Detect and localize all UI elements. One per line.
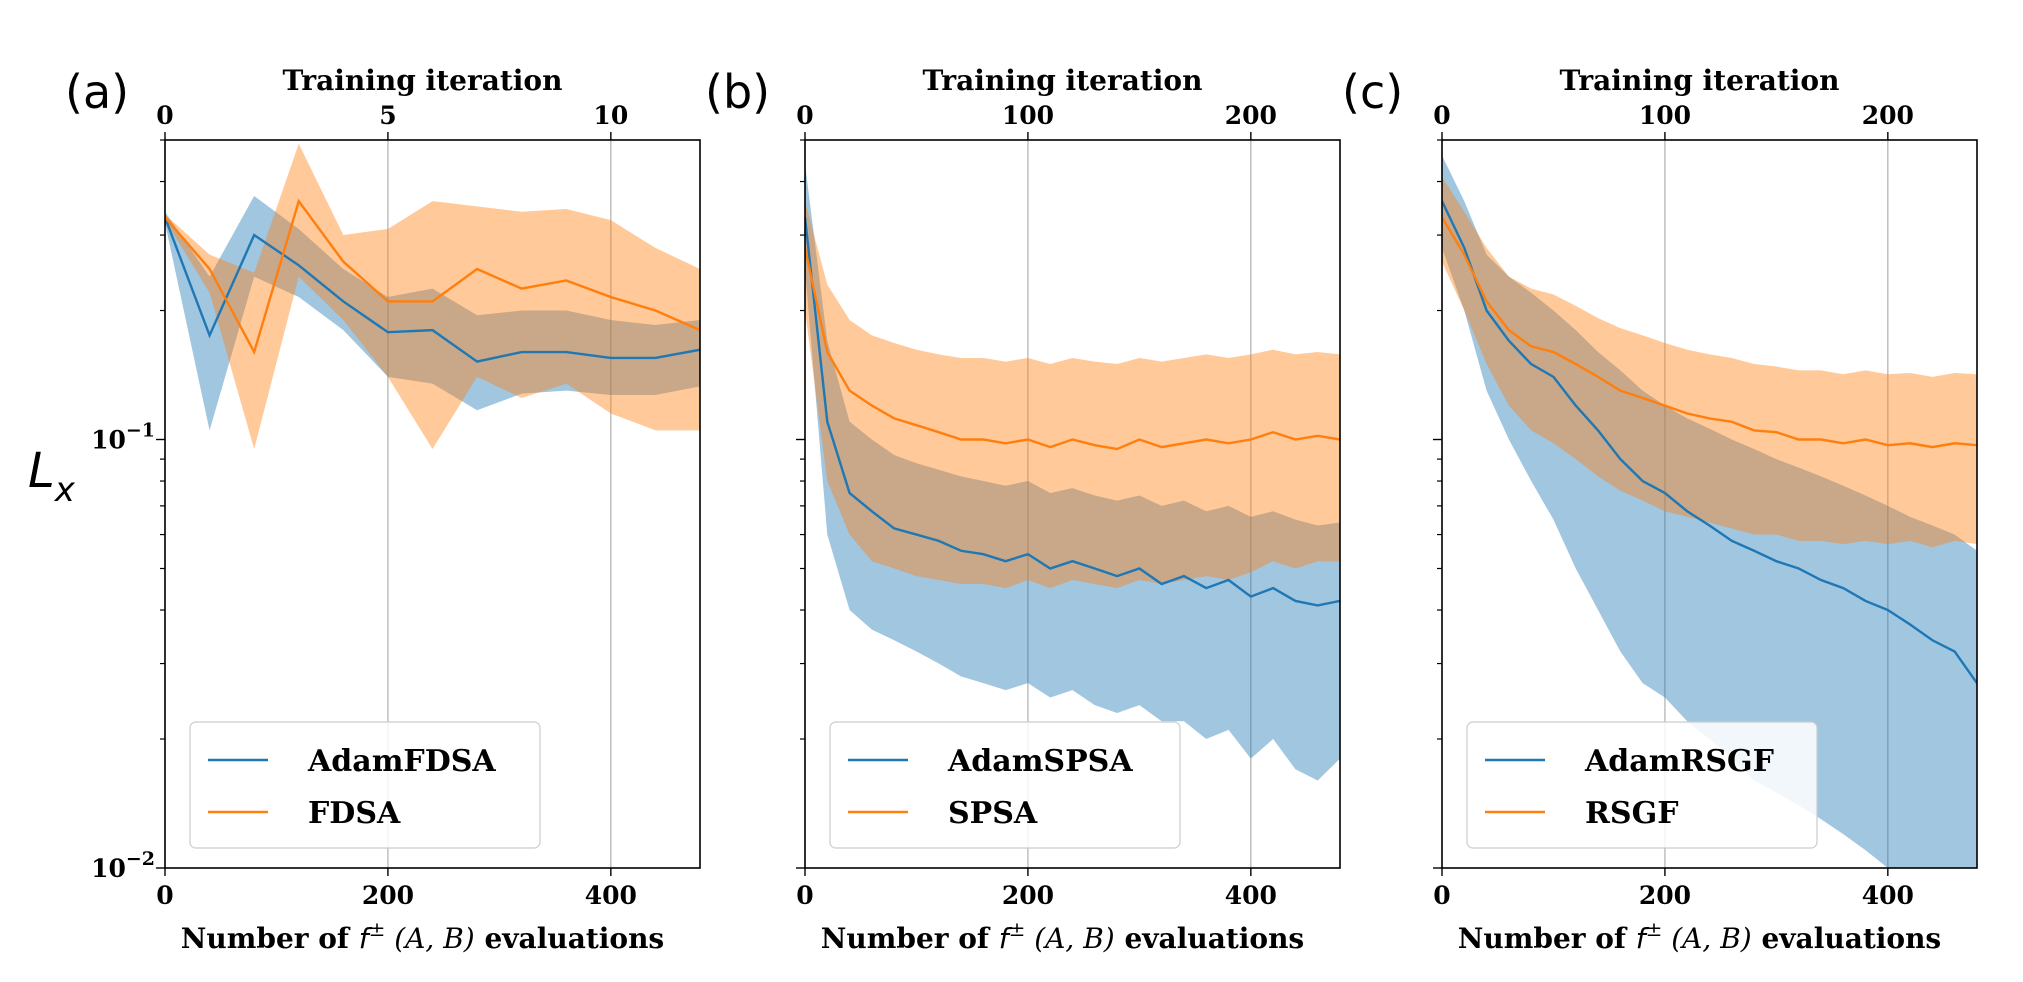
legend-label: FDSA	[308, 796, 401, 831]
legend-label: SPSA	[948, 796, 1038, 831]
plot-frame	[1441, 139, 1978, 869]
y-tick-label: 10−1	[91, 420, 155, 455]
x-tick-label: 200	[1002, 881, 1054, 910]
x-tick-label: 200	[1639, 881, 1691, 910]
top-x-axis-title: Training iteration	[283, 64, 563, 97]
plot-area	[1442, 155, 1977, 868]
panel-2: 0 200 400 0 100 200 Training iteration Number o…	[705, 64, 1341, 955]
top-x-tick-label: 100	[1639, 101, 1691, 130]
top-x-tick-label: 200	[1225, 101, 1277, 130]
x-axis-title: Number of f± (A, B) evaluations	[1458, 917, 1941, 955]
top-x-axis-title: Training iteration	[1560, 64, 1840, 97]
plot-area	[805, 163, 1340, 781]
line-spsa	[805, 247, 1340, 451]
x-tick-label: 400	[1862, 881, 1914, 910]
x-axis-title: Number of f± (A, B) evaluations	[821, 917, 1304, 955]
panel-3: 0 200 400 0 100 200 Training iteration Number o…	[1342, 64, 1978, 955]
x-tick-label: 400	[585, 881, 637, 910]
band-adamspsa	[805, 163, 1340, 781]
panel-1: 0 200 400 0 5 10 Training iteration Number of f…	[65, 64, 701, 955]
band-spsa	[805, 201, 1340, 589]
top-x-tick-label: 100	[1002, 101, 1054, 130]
legend-label: AdamFDSA	[307, 744, 496, 779]
line-rsgf	[1442, 216, 1977, 449]
line-adamspsa	[805, 217, 1340, 607]
panel-label: (a)	[65, 65, 129, 119]
line-adamfdsa	[165, 216, 700, 363]
band-adamrsgf	[1442, 155, 1977, 868]
top-x-axis-title: Training iteration	[923, 64, 1203, 97]
y-axis-label: Lx	[28, 443, 76, 510]
band-rsgf	[1442, 176, 1977, 548]
x-tick-label: 200	[362, 881, 414, 910]
legend	[1466, 721, 1818, 849]
band-adamfdsa	[165, 196, 700, 431]
band-fdsa	[165, 143, 700, 450]
legend-label: AdamSPSA	[947, 744, 1133, 779]
plot-frame	[804, 139, 1341, 869]
top-x-tick-label: 10	[593, 101, 628, 130]
panel-label: (b)	[705, 65, 770, 119]
top-x-tick-label: 200	[1862, 101, 1914, 130]
top-x-tick-label: 0	[156, 101, 173, 130]
x-tick-label: 0	[796, 881, 813, 910]
top-x-tick-label: 0	[796, 101, 813, 130]
legend-label: RSGF	[1585, 796, 1679, 831]
legend	[189, 721, 541, 849]
x-tick-label: 0	[156, 881, 173, 910]
legend-label: AdamRSGF	[1584, 744, 1774, 779]
panel-label: (c)	[1342, 65, 1403, 119]
y-tick-label: 10−2	[91, 848, 155, 883]
top-x-tick-label: 5	[379, 101, 396, 130]
legend	[829, 721, 1181, 849]
x-axis-title: Number of f± (A, B) evaluations	[181, 917, 664, 955]
line-adamrsgf	[1442, 200, 1977, 684]
line-fdsa	[165, 198, 700, 356]
x-tick-label: 400	[1225, 881, 1277, 910]
x-tick-label: 0	[1433, 881, 1450, 910]
plot-area	[165, 143, 700, 450]
top-x-tick-label: 0	[1433, 101, 1450, 130]
plot-frame	[164, 139, 701, 869]
